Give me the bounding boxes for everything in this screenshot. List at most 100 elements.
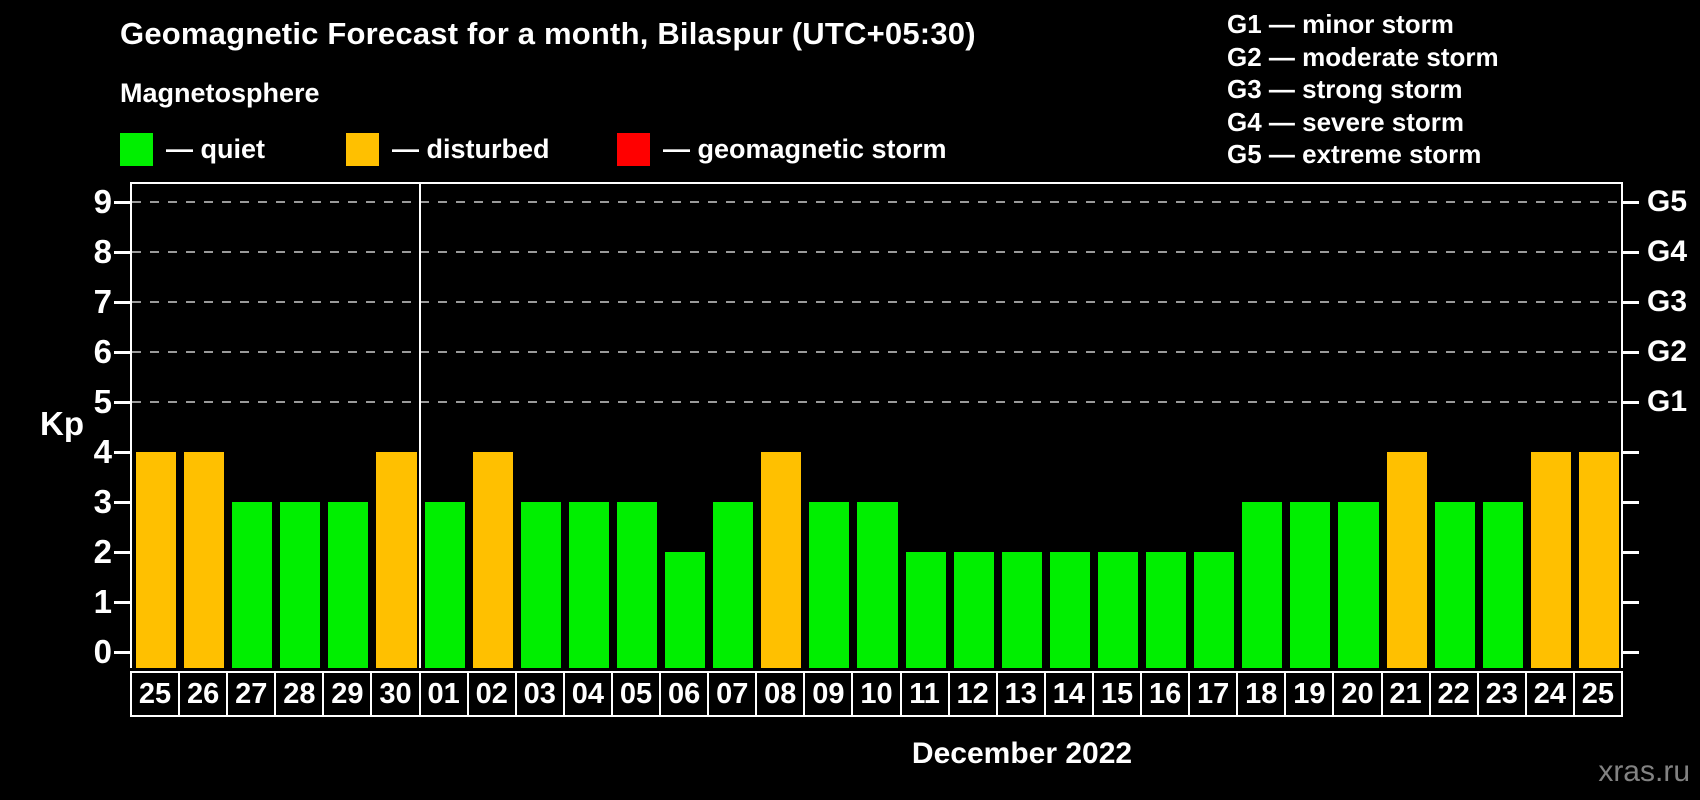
- y-tick-label-4: 4: [93, 433, 112, 470]
- y-tick-right-5: [1623, 401, 1639, 404]
- kp-bar-day-02: [472, 452, 513, 668]
- y-tick-label-0: 0: [93, 633, 112, 670]
- watermark: xras.ru: [1598, 755, 1690, 788]
- y-tick-label-1: 1: [93, 583, 112, 620]
- storm-label: — geomagnetic storm: [663, 133, 947, 164]
- kp-bar-day-28: [280, 502, 321, 668]
- kp-bar-day-26: [184, 452, 225, 668]
- y-tick-label-6: 6: [93, 333, 112, 370]
- legend-item-quiet: — quiet: [120, 131, 265, 167]
- quiet-color-swatch: [120, 132, 153, 166]
- x-axis-day-18: 18: [1236, 671, 1287, 717]
- kp-bar-day-06: [665, 552, 706, 668]
- x-axis-day-28-prev: 28: [274, 671, 325, 717]
- x-axis-day-16: 16: [1140, 671, 1191, 717]
- x-axis-day-09: 09: [803, 671, 854, 717]
- kp-bar-day-30: [376, 452, 417, 668]
- x-axis-day-02: 02: [466, 671, 517, 717]
- gridline-kp6: [132, 351, 1621, 353]
- x-axis-day-04: 04: [562, 671, 613, 717]
- right-axis-label-g5: G5: [1647, 185, 1688, 218]
- y-tick-right-8: [1623, 251, 1639, 254]
- y-tick-right-2: [1623, 551, 1639, 554]
- y-tick-left-1: [114, 601, 130, 604]
- kp-bar-day-29: [328, 502, 369, 668]
- x-axis-day-10: 10: [851, 671, 902, 717]
- x-axis-day-23: 23: [1476, 671, 1527, 717]
- kp-bar-day-20: [1338, 502, 1379, 668]
- y-tick-left-5: [114, 401, 130, 404]
- y-tick-label-8: 8: [93, 233, 112, 270]
- kp-bar-day-07: [713, 502, 754, 668]
- disturbed-label: — disturbed: [392, 133, 550, 164]
- y-tick-label-9: 9: [93, 183, 112, 220]
- x-axis-day-05: 05: [610, 671, 662, 717]
- kp-bar-day-19: [1290, 502, 1331, 668]
- x-axis-day-15: 15: [1091, 671, 1143, 717]
- g-scale-line-2: G2 — moderate storm: [1227, 41, 1499, 72]
- kp-bar-day-16: [1146, 552, 1187, 668]
- legend-item-storm: — geomagnetic storm: [617, 131, 947, 167]
- chart-title: Geomagnetic Forecast for a month, Bilasp…: [120, 16, 976, 51]
- x-axis-day-19: 19: [1284, 671, 1335, 717]
- x-axis-day-13: 13: [995, 671, 1046, 717]
- y-tick-right-3: [1623, 501, 1639, 504]
- kp-bar-day-22: [1434, 502, 1475, 668]
- right-axis-label-g2: G2: [1647, 335, 1688, 368]
- gridline-kp5: [132, 401, 1621, 403]
- kp-bar-day-17: [1194, 552, 1235, 668]
- right-axis-label-g1: G1: [1647, 385, 1688, 418]
- x-axis-day-01: 01: [418, 671, 469, 717]
- kp-bar-day-15: [1097, 552, 1139, 668]
- x-axis-day-14: 14: [1043, 671, 1094, 717]
- kp-bar-day-10: [857, 502, 898, 668]
- y-tick-label-7: 7: [93, 283, 112, 320]
- month-label: December 2022: [911, 737, 1133, 770]
- kp-bar-day-05: [616, 502, 658, 668]
- y-tick-right-4: [1623, 451, 1639, 454]
- x-axis-day-30-prev: 30: [370, 671, 421, 717]
- y-tick-right-7: [1623, 301, 1639, 304]
- y-tick-left-4: [114, 451, 130, 454]
- y-tick-right-6: [1623, 351, 1639, 354]
- x-axis-day-29-prev: 29: [322, 671, 373, 717]
- quiet-label: — quiet: [166, 133, 265, 164]
- kp-axis-title: Kp: [40, 405, 84, 442]
- x-axis-day-24: 24: [1524, 671, 1575, 717]
- x-axis-day-26-prev: 26: [178, 671, 229, 717]
- plot-area: [130, 182, 1623, 668]
- kp-bar-day-01: [424, 502, 465, 668]
- y-tick-left-9: [114, 201, 130, 204]
- kp-bar-day-25: [1578, 452, 1619, 668]
- kp-bar-day-04: [568, 502, 609, 668]
- storm-color-swatch: [617, 132, 650, 166]
- kp-bar-day-03: [520, 502, 561, 668]
- kp-bar-day-14: [1049, 552, 1090, 668]
- gridline-kp8: [132, 251, 1621, 253]
- x-axis-day-25-prev: 25: [130, 671, 181, 717]
- kp-bar-day-13: [1001, 552, 1042, 668]
- y-tick-right-9: [1623, 201, 1639, 204]
- y-tick-left-6: [114, 351, 130, 354]
- gridline-kp9: [132, 201, 1621, 203]
- disturbed-color-swatch: [346, 132, 379, 166]
- kp-bar-day-09: [809, 502, 850, 668]
- x-axis-day-22: 22: [1428, 671, 1479, 717]
- y-tick-right-0: [1623, 651, 1639, 654]
- y-tick-right-1: [1623, 601, 1639, 604]
- x-axis-day-06: 06: [659, 671, 710, 717]
- g-scale-line-1: G1 — minor storm: [1227, 9, 1454, 39]
- g-scale-legend: G1 — minor storm G2 — moderate storm G3 — …: [1227, 8, 1499, 171]
- x-axis-day-25: 25: [1572, 671, 1623, 717]
- y-tick-left-8: [114, 251, 130, 254]
- kp-bar-day-23: [1482, 502, 1523, 668]
- kp-bar-day-08: [761, 452, 802, 668]
- y-tick-label-2: 2: [93, 533, 112, 570]
- g-scale-line-4: G4 — severe storm: [1227, 106, 1465, 137]
- x-axis-day-27-prev: 27: [226, 671, 277, 717]
- magnetosphere-label: Magnetosphere: [120, 78, 320, 108]
- g-scale-line-5: G5 — extreme storm: [1227, 139, 1482, 169]
- right-axis-label-g4: G4: [1647, 235, 1688, 268]
